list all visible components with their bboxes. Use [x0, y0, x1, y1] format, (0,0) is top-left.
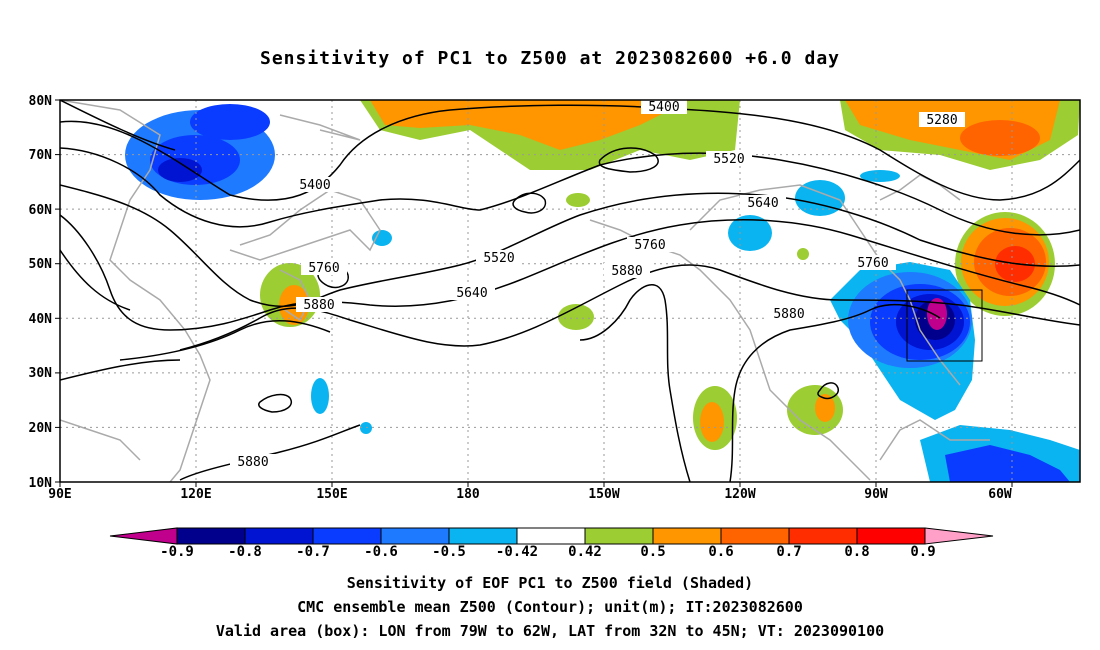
colorbar-box [312, 527, 382, 545]
colorbar-label: 0.7 [776, 544, 801, 560]
contour-label-group: 5400 5280 5520 5400 5640 5520 5760 5760 … [230, 99, 965, 470]
pos-band-arctic-orange [370, 100, 690, 150]
lon-label: 120E [180, 487, 211, 502]
caption-line-2: CMC ensemble mean Z500 (Contour); unit(m… [297, 598, 803, 616]
lon-label: 90E [48, 487, 71, 502]
pos-patch-pacific-mid [558, 304, 594, 330]
contour-label: 5760 [308, 261, 339, 276]
pos-blob-gulf-orange [815, 394, 835, 422]
lon-label: 60W [988, 487, 1012, 502]
lon-label: 90W [864, 487, 888, 502]
contour-label: 5880 [773, 307, 804, 322]
contour-label: 5640 [747, 196, 778, 211]
contour-label: 5520 [483, 251, 514, 266]
colorbar-label: -0.7 [296, 544, 330, 560]
pos-blob-mexico-orange [700, 402, 724, 442]
lon-label: 150E [316, 487, 347, 502]
colorbar-arrow-high [924, 527, 994, 545]
valid-area-box [906, 289, 983, 362]
contour-label: 5760 [857, 256, 888, 271]
pos-patch-aleutian [566, 193, 590, 207]
colorbar-label: -0.5 [432, 544, 466, 560]
colorbar-box [720, 527, 790, 545]
colorbar-box [652, 527, 722, 545]
colorbar-label: 0.9 [910, 544, 935, 560]
colorbar-box [380, 527, 450, 545]
pos-patch-canada [797, 248, 809, 260]
neg-blob-eastus-core [927, 298, 947, 330]
contour-label: 5400 [299, 178, 330, 193]
lat-label: 10N [29, 476, 53, 491]
colorbar-label: 0.8 [844, 544, 869, 560]
contour-label: 5880 [237, 455, 268, 470]
map-frame-border [59, 99, 1081, 483]
map-title: Sensitivity of PC1 to Z500 at 2023082600… [259, 48, 840, 69]
lat-label: 20N [29, 421, 53, 436]
colorbar-label: 0.42 [568, 544, 602, 560]
axis-ticks [55, 99, 1013, 487]
colorbar-arrow-low [109, 527, 178, 545]
colorbar-label: -0.8 [228, 544, 262, 560]
lon-label: 120W [724, 487, 755, 502]
lat-label: 30N [29, 366, 53, 381]
colorbar-box [516, 527, 586, 545]
neg-blob-asia-core [158, 158, 202, 182]
contour-label: 5880 [611, 264, 642, 279]
grid-lines [60, 100, 1080, 482]
neg-blob-caribbean-inner [945, 445, 1070, 482]
contour-label: 5880 [303, 298, 334, 313]
neg-patch-pacific-small [360, 422, 372, 434]
contour-label: 5640 [456, 286, 487, 301]
lat-label: 70N [29, 148, 53, 163]
colorbar-label: -0.9 [160, 544, 194, 560]
neg-patch-kamchatka [372, 230, 392, 246]
neg-patch-labrador [860, 170, 900, 182]
colorbar-label: -0.6 [364, 544, 398, 560]
caption-line-1: Sensitivity of EOF PC1 to Z500 field (Sh… [346, 574, 754, 592]
contour-label: 5760 [634, 238, 665, 253]
contour-label: 5520 [713, 152, 744, 167]
colorbar-labels: -0.9 -0.8 -0.7 -0.6 -0.5 -0.42 0.42 0.5 … [160, 544, 936, 560]
neg-patch-pacific-nw [728, 215, 772, 251]
lon-label: 180 [456, 487, 480, 502]
contour-label: 5400 [648, 100, 679, 115]
colorbar-box [856, 527, 926, 545]
colorbar-label: 0.5 [640, 544, 665, 560]
lat-label: 50N [29, 257, 53, 272]
colorbar-box [176, 527, 246, 545]
sensitivity-shading [125, 100, 1080, 482]
colorbar-label: -0.42 [496, 544, 538, 560]
caption-line-3: Valid area (box): LON from 79W to 62W, L… [215, 622, 885, 640]
lon-label: 150W [588, 487, 619, 502]
colorbar-box [448, 527, 518, 545]
latitude-labels: 80N 70N 60N 50N 40N 30N 20N 10N [29, 94, 53, 491]
neg-patch-japan-south [311, 378, 329, 414]
neg-blob-asia-top [190, 104, 270, 140]
lat-label: 80N [29, 94, 53, 109]
colorbar-box [244, 527, 314, 545]
pos-blob-greenland-red [960, 120, 1040, 156]
colorbar-box [788, 527, 858, 545]
colorbar-box [584, 527, 654, 545]
longitude-labels: 90E 120E 150E 180 150W 120W 90W 60W [48, 487, 1012, 502]
contour-label: 5280 [926, 113, 957, 128]
lat-label: 40N [29, 312, 53, 327]
colorbar [109, 527, 994, 545]
lat-label: 60N [29, 203, 53, 218]
colorbar-label: 0.6 [708, 544, 733, 560]
